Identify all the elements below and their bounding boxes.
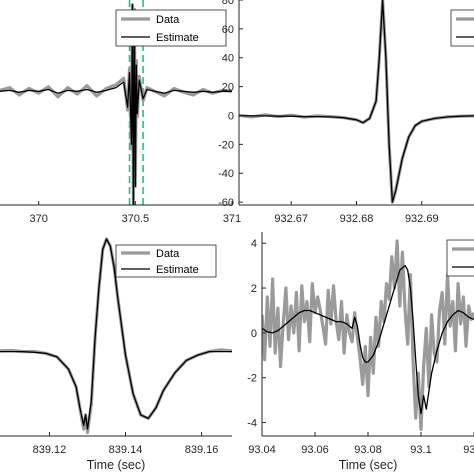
x-tick-label: 839.14 xyxy=(109,444,143,456)
panel-top-left: 370 370.5 371 Data Estimate xyxy=(0,0,241,225)
legend-box xyxy=(115,244,217,278)
plot-area xyxy=(262,239,474,431)
x-tick-label: 93.06 xyxy=(301,444,329,456)
y-tick-label: 60 xyxy=(222,24,234,36)
x-tick-label: 370 xyxy=(29,213,47,225)
y-tick-label: 4 xyxy=(251,238,257,250)
y-tick-label: -40 xyxy=(218,168,234,180)
x-axis-label: Time (sec) xyxy=(339,458,398,472)
panel-bottom-left: 839.12 839.14 839.16 Time (sec) Data Estimate xyxy=(0,237,232,472)
estimate-series-line xyxy=(262,264,474,415)
legend-label: Data xyxy=(156,14,180,26)
x-axis-label: Time (sec) xyxy=(87,458,146,472)
plot-area xyxy=(239,0,474,204)
x-tick-label: 371 xyxy=(223,213,241,225)
data-series-line xyxy=(262,239,474,431)
estimate-series-line xyxy=(239,0,474,203)
legend-box xyxy=(115,9,227,47)
axes: 370 370.5 371 xyxy=(0,201,241,225)
axes: 932.67 932.68 932.69 -60 -40 -20 0 20 40 60 80 xyxy=(218,0,474,225)
estimate-series-line xyxy=(0,4,232,205)
panel-top-right: 932.67 932.68 932.69 -60 -40 -20 0 20 40 60 80 Data… xyxy=(218,0,474,225)
y-tick-label: 40 xyxy=(222,53,234,65)
legend-label: Estimate xyxy=(156,32,199,44)
y-tick-label: -4 xyxy=(247,418,257,430)
y-tick-label: -60 xyxy=(218,197,234,209)
x-tick-label: 93.08 xyxy=(354,444,382,456)
x-tick-label: 932.68 xyxy=(340,213,374,225)
y-tick-label: 20 xyxy=(222,82,234,94)
axes: 93.04 93.06 93.08 93.1 93.1 -4 -2 0 2 4 Time (sec) xyxy=(247,232,474,472)
x-tick-label: 932.67 xyxy=(274,213,308,225)
y-tick-label: 0 xyxy=(228,110,234,122)
x-tick-label: 93.1 xyxy=(410,444,431,456)
x-tick-label: 370.5 xyxy=(122,213,150,225)
x-tick-label: 932.69 xyxy=(405,213,439,225)
estimate-series-line xyxy=(0,238,232,430)
legend-label: Data xyxy=(156,248,180,260)
x-tick-label: 839.16 xyxy=(185,444,219,456)
legend-box xyxy=(446,239,474,277)
x-tick-label: 93.1 xyxy=(463,444,474,456)
y-tick-label: 80 xyxy=(222,0,234,7)
y-tick-label: -2 xyxy=(247,373,257,385)
legend: Data Estimate xyxy=(115,244,217,278)
legend-box xyxy=(450,9,474,47)
panel-bottom-right: 93.04 93.06 93.08 93.1 93.1 -4 -2 0 2 4 Time (sec)… xyxy=(247,232,474,472)
y-tick-label: 0 xyxy=(251,328,257,340)
y-tick-label: 2 xyxy=(251,283,257,295)
plot-area xyxy=(0,237,232,435)
legend-label: Estimate xyxy=(156,264,199,276)
y-tick-label: -20 xyxy=(218,139,234,151)
legend: Data Estimate xyxy=(115,9,227,47)
x-tick-label: 839.12 xyxy=(33,444,67,456)
data-series-line xyxy=(239,0,474,204)
x-tick-label: 93.04 xyxy=(248,444,276,456)
axes: 839.12 839.14 839.16 Time (sec) xyxy=(0,432,232,472)
